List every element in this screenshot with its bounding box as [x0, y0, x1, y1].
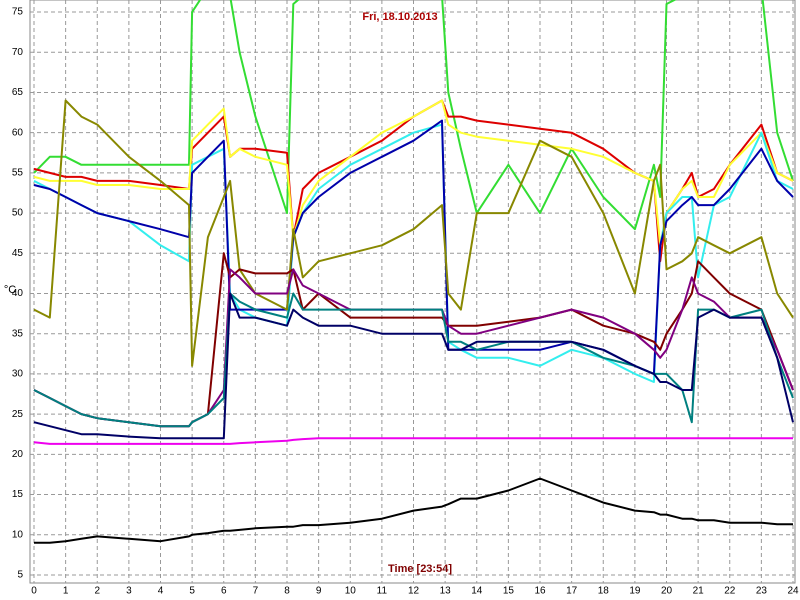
data-line [33, 437, 793, 445]
x-tick-label: 5 [189, 586, 195, 597]
data-line [34, 477, 793, 544]
x-tick-label: 10 [345, 586, 357, 597]
plot-frame [29, 0, 796, 584]
x-tick-label: 13 [440, 586, 452, 597]
x-tick-label: 23 [756, 586, 768, 597]
x-tick-label: 19 [629, 586, 641, 597]
x-tick-label: 7 [253, 586, 259, 597]
x-tick-label: 8 [284, 586, 290, 597]
y-tick-label: 15 [12, 489, 24, 500]
data-line [33, 292, 794, 440]
y-tick-label: 70 [12, 47, 24, 58]
y-tick-label: 20 [12, 449, 24, 460]
x-tick-label: 16 [534, 586, 546, 597]
y-tick-label: 65 [12, 87, 24, 98]
y-tick-label: 30 [12, 369, 24, 380]
x-tick-label: 15 [503, 586, 515, 597]
x-tick-label: 4 [158, 586, 164, 597]
data-line [33, 0, 794, 231]
x-tick-label: 0 [31, 586, 37, 597]
x-tick-label: 18 [598, 586, 610, 597]
y-tick-label: 55 [12, 168, 24, 179]
data-line [33, 123, 794, 383]
x-tick-label: 24 [787, 586, 799, 597]
y-axis-label: °C [4, 284, 16, 296]
y-tick-label: 40 [12, 288, 24, 299]
x-tick-label: 1 [63, 586, 69, 597]
y-tick-label: 35 [12, 328, 24, 339]
x-tick-label: 12 [408, 586, 420, 597]
y-tick-label: 25 [12, 409, 24, 420]
x-tick-label: 17 [566, 586, 578, 597]
y-tick-label: 45 [12, 248, 24, 259]
x-tick-label: 21 [693, 586, 705, 597]
y-tick-label: 60 [12, 127, 24, 138]
x-axis-label: Time [23:54] [388, 563, 452, 575]
data-line [33, 119, 794, 375]
x-tick-label: 6 [221, 586, 227, 597]
y-tick-label: 75 [12, 7, 24, 18]
x-tick-label: 14 [471, 586, 483, 597]
chart-title: Fri, 18.10.2013 [362, 11, 437, 23]
y-tick-label: 10 [12, 529, 24, 540]
x-tick-label: 3 [126, 586, 132, 597]
data-line [33, 99, 794, 247]
data-line [33, 292, 794, 428]
x-tick-label: 9 [316, 586, 322, 597]
x-tick-label: 2 [94, 586, 100, 597]
x-tick-label: 20 [661, 586, 673, 597]
x-tick-label: 22 [724, 586, 736, 597]
x-tick-label: 11 [377, 586, 388, 597]
y-tick-label: 5 [17, 570, 23, 581]
data-line [33, 99, 794, 367]
y-tick-label: 50 [12, 208, 24, 219]
